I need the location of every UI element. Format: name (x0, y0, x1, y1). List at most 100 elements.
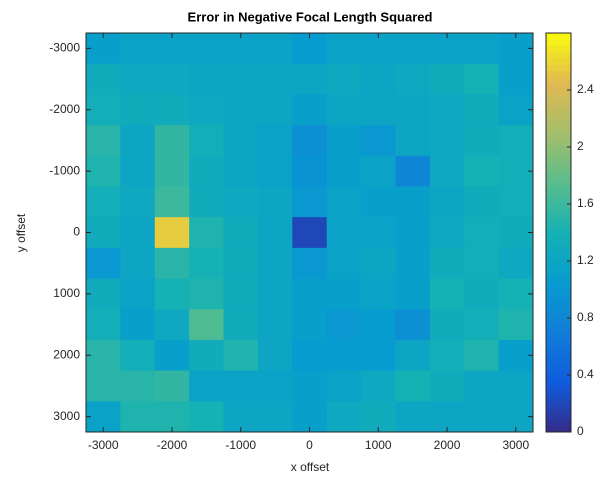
colorbar-segment (546, 126, 571, 134)
cell (395, 401, 431, 433)
cell (154, 247, 190, 280)
cell (257, 401, 293, 433)
colorbar-segment (546, 244, 571, 252)
cell (326, 370, 362, 402)
colorbar-segment (546, 101, 571, 109)
cell (498, 94, 534, 126)
cell (395, 217, 431, 249)
cell (326, 401, 362, 433)
cell (154, 278, 190, 310)
cell (429, 370, 465, 402)
colorbar-segment (546, 64, 571, 71)
cell (292, 186, 328, 218)
colorbar-segment (546, 413, 571, 421)
cell (429, 247, 465, 280)
y-tick-label: 3000 (53, 409, 80, 423)
cell (395, 33, 431, 65)
cell (120, 309, 156, 341)
colorbar-segment (546, 132, 571, 140)
cell (257, 370, 293, 402)
cell (361, 309, 396, 341)
cell (429, 309, 465, 341)
cell (498, 370, 534, 402)
cell (464, 186, 500, 218)
heatmap (86, 33, 534, 433)
cell (292, 309, 328, 341)
cell (464, 33, 500, 65)
cell (86, 339, 121, 372)
cell (86, 63, 121, 95)
cell (429, 278, 465, 310)
cell (395, 309, 431, 341)
colorbar-segment (546, 39, 571, 46)
cell (189, 401, 225, 433)
cell (120, 33, 156, 65)
cell (154, 155, 190, 187)
colorbar-segment (546, 89, 571, 96)
cell (120, 63, 156, 95)
cell (154, 63, 190, 95)
cell (86, 278, 121, 310)
cell (120, 370, 156, 402)
cell (257, 247, 293, 280)
cell (326, 217, 362, 249)
cell (429, 217, 465, 249)
colorbar-segment (546, 419, 571, 427)
cell (395, 370, 431, 402)
colorbar-segment (546, 307, 571, 315)
colorbar-segment (546, 57, 571, 65)
cell (120, 155, 156, 187)
cell (86, 186, 121, 218)
cell (86, 94, 121, 126)
cell (257, 278, 293, 310)
cell (292, 63, 328, 95)
cell (464, 155, 500, 187)
colorbar-segment (546, 220, 571, 227)
cell (257, 155, 293, 187)
cell (464, 401, 500, 433)
cell (464, 339, 500, 372)
cell (498, 186, 534, 218)
cell (223, 309, 259, 341)
cell (326, 247, 362, 280)
colorbar-segment (546, 269, 571, 277)
colorbar-segment (546, 70, 571, 78)
colorbar-segment (546, 375, 571, 383)
cell (464, 63, 500, 95)
cell (189, 155, 225, 187)
cell (361, 94, 396, 126)
cell (257, 309, 293, 341)
y-tick-label: 1000 (53, 286, 80, 300)
colorbar-segment (546, 357, 571, 364)
colorbar-segment (546, 338, 571, 346)
colorbar-segment (546, 201, 571, 209)
cell (292, 370, 328, 402)
x-tick-label: 0 (306, 438, 313, 452)
y-tick-label: -2000 (49, 102, 80, 116)
cell (257, 217, 293, 249)
cell (395, 94, 431, 126)
cell (361, 186, 396, 218)
colorbar-segment (546, 257, 571, 265)
cell (223, 63, 259, 95)
y-tick-label: 0 (73, 225, 80, 239)
colorbar-segment (546, 232, 571, 240)
cell (326, 339, 362, 372)
cell (464, 309, 500, 341)
cell (86, 125, 121, 157)
cell (361, 339, 396, 372)
cell (395, 247, 431, 280)
colorbar-segment (546, 207, 571, 215)
cell (429, 33, 465, 65)
cell (189, 278, 225, 310)
cell (257, 125, 293, 157)
cell (429, 186, 465, 218)
cell (223, 217, 259, 249)
cell (464, 278, 500, 310)
colorbar-segment (546, 363, 571, 371)
y-tick-label: -1000 (49, 163, 80, 177)
colorbar-segment (546, 45, 571, 53)
axes: -3000 -2000 -1000 0 1000 2000 3000 -3000 -2000 -1… (49, 32, 534, 452)
colorbar-segment (546, 151, 571, 159)
x-tick-label: -1000 (225, 438, 256, 452)
